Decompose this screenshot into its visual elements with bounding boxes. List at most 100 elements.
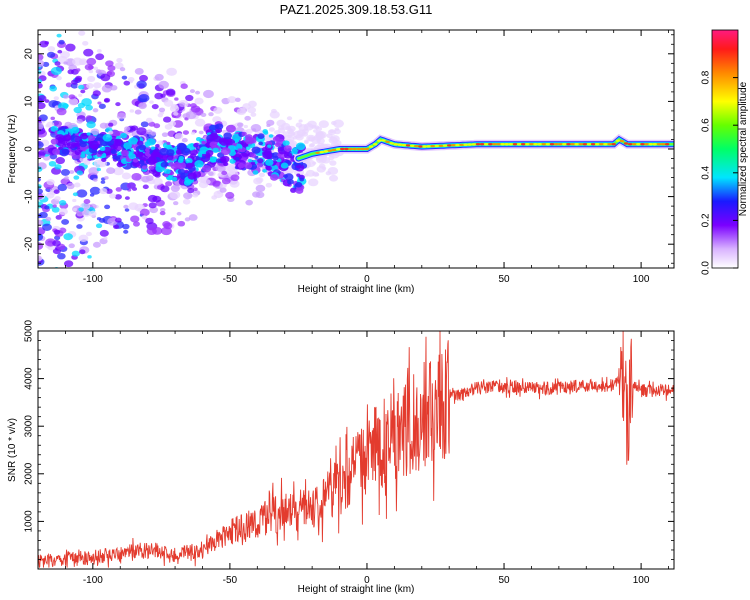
energy-blob [159,147,169,156]
energy-blob [61,218,70,225]
energy-blob [190,131,196,135]
energy-blob [160,161,168,168]
energy-blob [124,208,130,212]
energy-blob [98,218,106,223]
energy-blob [98,103,106,109]
energy-blob [130,125,139,131]
energy-blob [283,145,292,152]
ridge-peak [315,151,320,155]
energy-blob [247,158,253,163]
energy-blob [220,147,231,156]
energy-blob [127,77,135,82]
energy-blob [83,198,91,205]
energy-blob [177,220,186,227]
energy-blob [58,208,68,216]
energy-blob [84,63,94,71]
energy-blob [46,121,55,128]
energy-blob [189,89,196,94]
energy-blob [107,130,114,135]
energy-blob [68,98,79,106]
energy-blob [113,138,123,146]
energy-blob [270,174,279,181]
x-tick-label: -50 [223,274,238,285]
energy-blob [38,177,41,182]
energy-blob [163,99,174,107]
energy-blob [60,169,70,176]
energy-blob [235,156,240,161]
energy-blob [174,132,184,140]
energy-blob [243,124,249,129]
energy-blob [106,167,116,175]
ridge-peak [595,143,600,146]
energy-blob [52,148,61,155]
energy-blob [56,75,62,81]
energy-blob [46,51,56,58]
energy-blob [128,202,139,211]
energy-blob [193,143,199,148]
ridge-peak [372,143,378,146]
energy-blob [209,141,217,148]
ridge-peak [504,143,509,146]
y-tick-label: 20 [24,48,35,60]
energy-blob [132,221,140,227]
energy-blob [59,148,70,157]
energy-blob [164,124,173,130]
energy-blob [157,113,164,118]
energy-blob [121,172,131,180]
energy-blob [57,49,63,54]
energy-blob [200,112,207,118]
energy-blob [103,236,108,240]
energy-blob [227,96,237,103]
energy-blob [49,85,58,92]
ridge-peak [492,143,497,146]
energy-blob [265,159,274,166]
energy-blob [245,128,253,135]
energy-blob [298,119,303,123]
energy-blob [56,33,62,38]
energy-blob [333,139,342,146]
colorbar-ticks: 0.0 0.2 0.4 0.6 0.8 [701,70,738,275]
energy-blob [215,123,224,130]
ridge-peak [615,139,621,142]
energy-blob [124,196,130,200]
energy-blob [158,80,169,89]
colorbar-gradient [712,30,738,268]
energy-blob [150,146,156,150]
energy-blob [97,101,102,105]
energy-blob [156,140,164,146]
x-tick-label: 50 [498,274,510,285]
energy-blob [93,82,102,89]
energy-blob [115,187,122,192]
energy-blob [219,156,227,163]
energy-blob [65,82,73,88]
ridge-peak [426,145,431,148]
energy-blob [123,142,132,150]
ridge-peak [566,143,571,146]
ridge-peak [562,143,567,146]
energy-blob [251,154,257,158]
energy-blob [221,170,228,176]
spectrogram-scatter-energy [38,30,345,268]
energy-blob [257,162,264,168]
energy-blob [316,165,326,173]
energy-blob [75,68,81,72]
energy-blob [72,198,77,203]
energy-blob [255,177,264,183]
energy-blob [52,204,57,208]
energy-blob [131,173,142,181]
ridge-peak [360,147,366,151]
colorbar-tick-label: 0.8 [701,70,712,84]
energy-blob [95,223,103,229]
energy-blob [219,187,227,193]
energy-blob [119,67,126,72]
energy-blob [109,193,117,199]
energy-blob [161,132,169,138]
energy-blob [51,206,60,213]
energy-blob [78,207,84,212]
energy-blob [242,103,251,110]
energy-blob [283,151,293,159]
ridge-peak [500,143,505,146]
energy-blob [88,69,94,74]
energy-blob [46,179,55,186]
energy-blob [185,162,194,169]
